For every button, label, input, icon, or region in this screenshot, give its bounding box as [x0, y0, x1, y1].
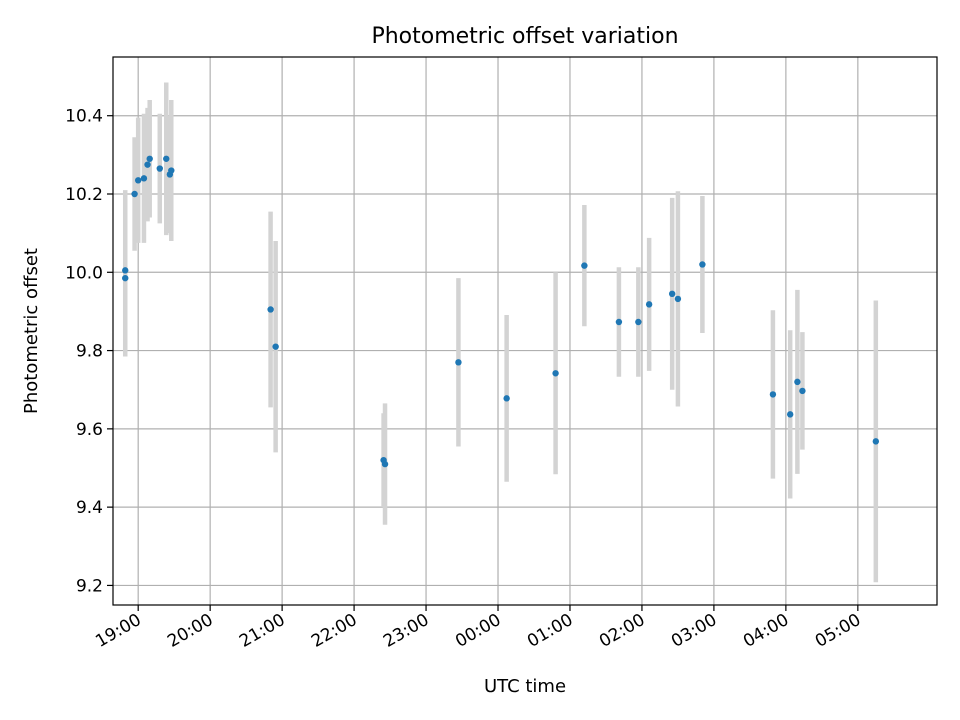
- data-point: [674, 295, 682, 303]
- data-point: [455, 359, 462, 366]
- y-tick-label: 9.4: [76, 498, 103, 518]
- y-tick-label: 10.4: [65, 107, 103, 127]
- plot-frame: [112, 56, 938, 606]
- data-point: [163, 155, 170, 162]
- data-point: [552, 370, 559, 377]
- data-point: [381, 460, 389, 468]
- y-axis-ticks: 9.2 9.4 9.6 9.8 10.0 10.2 10.4: [65, 107, 113, 596]
- y-tick-label: 9.6: [76, 420, 103, 440]
- data-point: [156, 165, 163, 172]
- data-point: [645, 301, 653, 308]
- data-point: [140, 175, 148, 182]
- data-points: [122, 155, 880, 468]
- data-point: [503, 395, 510, 402]
- data-point: [615, 318, 623, 326]
- data-point: [122, 274, 129, 282]
- data-point: [799, 387, 806, 395]
- data-point: [668, 290, 676, 298]
- y-axis-label: Photometric offset: [21, 248, 42, 414]
- data-point: [272, 343, 279, 350]
- data-point: [786, 411, 794, 418]
- data-point: [146, 155, 153, 162]
- data-point: [581, 262, 588, 269]
- chart-title: Photometric offset variation: [371, 24, 678, 49]
- y-tick-label: 10.0: [65, 263, 103, 283]
- data-point: [168, 167, 175, 174]
- y-tick-label: 9.2: [76, 576, 103, 596]
- x-axis-label: UTC time: [484, 676, 566, 697]
- y-tick-label: 9.8: [76, 342, 103, 362]
- data-point: [131, 190, 138, 198]
- grid-lines: [113, 57, 937, 605]
- data-point: [267, 306, 274, 313]
- data-point: [635, 318, 642, 326]
- data-point: [872, 438, 880, 445]
- data-point: [769, 391, 777, 398]
- data-point: [134, 177, 142, 184]
- y-tick-label: 10.2: [65, 185, 103, 205]
- data-point: [144, 161, 151, 168]
- data-point: [122, 267, 129, 274]
- data-point: [699, 261, 706, 268]
- data-point: [794, 378, 801, 386]
